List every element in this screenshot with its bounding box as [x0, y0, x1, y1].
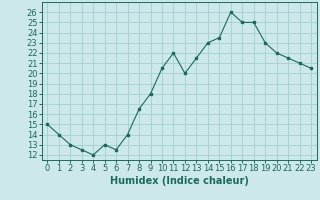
X-axis label: Humidex (Indice chaleur): Humidex (Indice chaleur): [110, 176, 249, 186]
